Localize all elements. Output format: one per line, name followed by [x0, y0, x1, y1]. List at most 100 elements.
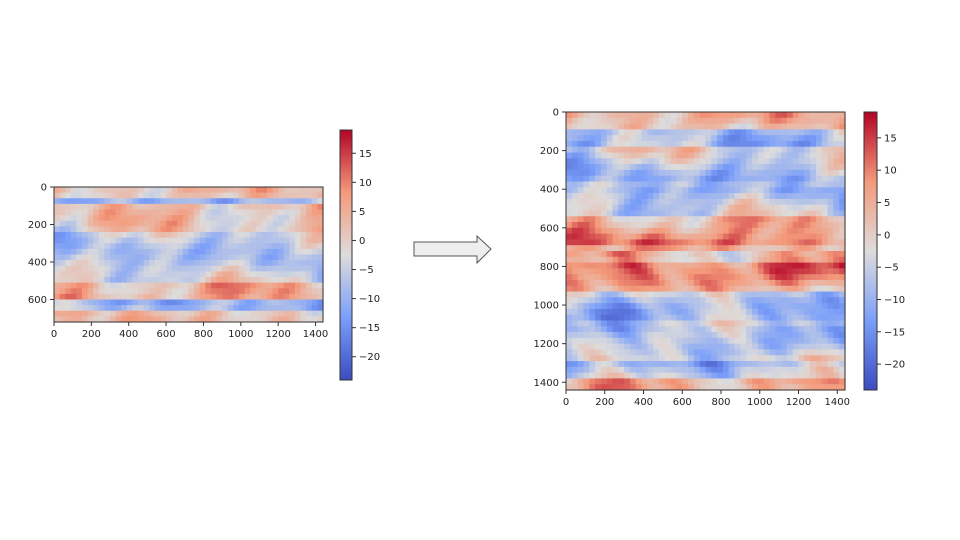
heatmap-cell	[70, 187, 78, 194]
heatmap-cell	[769, 210, 776, 217]
heatmap-cell	[728, 314, 736, 322]
heatmap-cell	[769, 274, 776, 281]
heatmap-cell	[705, 135, 712, 142]
heatmap-cell	[653, 303, 660, 310]
heatmap-cell	[647, 285, 654, 293]
heatmap-cell	[143, 265, 150, 272]
heatmap-cell	[839, 198, 846, 206]
heatmap-cell	[87, 293, 94, 301]
heatmap-cell	[757, 285, 765, 293]
heatmap-cell	[839, 117, 846, 125]
heatmap-cell	[839, 297, 846, 304]
heatmap-cell	[833, 117, 840, 125]
heatmap-cell	[205, 293, 212, 301]
heatmap-cell	[577, 355, 585, 362]
heatmap-cell	[272, 288, 279, 295]
heatmap-cell	[110, 209, 117, 216]
heatmap-cell	[566, 193, 573, 200]
heatmap-cell	[154, 271, 162, 278]
colorbar-tick-label: −5	[884, 263, 899, 274]
heatmap-cell	[250, 265, 257, 272]
heatmap-cell	[722, 256, 730, 264]
heatmap-cell	[171, 299, 178, 306]
heatmap-cell	[804, 146, 811, 154]
heatmap-cell	[54, 310, 61, 317]
heatmap-cell	[571, 314, 579, 322]
heatmap-cell	[798, 268, 805, 275]
heatmap-cell	[798, 169, 805, 177]
heatmap-cell	[624, 361, 631, 368]
heatmap-cell	[110, 305, 117, 312]
heatmap-cell	[311, 305, 318, 312]
heatmap-cell	[775, 198, 782, 206]
heatmap-cell	[589, 256, 596, 264]
heatmap-cell	[70, 215, 78, 222]
heatmap-cell	[781, 366, 788, 374]
heatmap-cell	[98, 187, 106, 194]
heatmap-cell	[734, 135, 741, 142]
heatmap-cell	[647, 193, 654, 200]
heatmap-cell	[827, 187, 834, 194]
heatmap-cell	[138, 198, 145, 205]
heatmap-cell	[82, 299, 89, 306]
heatmap-cell	[566, 239, 573, 246]
heatmap-cell	[571, 210, 579, 217]
heatmap-cell	[138, 254, 145, 261]
heatmap-cell	[177, 260, 184, 267]
heatmap-cell	[821, 256, 829, 264]
heatmap-cell	[763, 349, 771, 356]
heatmap-cell	[717, 372, 724, 380]
heatmap-cell	[154, 226, 162, 233]
heatmap-cell	[676, 175, 683, 183]
heatmap-cell	[618, 129, 625, 136]
heatmap-cell	[289, 243, 296, 250]
heatmap-cell	[810, 164, 817, 171]
heatmap-cell	[132, 288, 139, 295]
heatmap-cell	[577, 135, 585, 142]
heatmap-cell	[705, 245, 712, 252]
heatmap-cell	[210, 203, 218, 211]
heatmap-cell	[104, 226, 111, 233]
heatmap-cell	[59, 305, 66, 312]
heatmap-cell	[659, 129, 666, 136]
heatmap-cell	[577, 251, 585, 258]
heatmap-cell	[728, 146, 736, 154]
heatmap-cell	[682, 233, 689, 241]
heatmap-cell	[289, 198, 296, 205]
heatmap-cell	[138, 282, 145, 289]
heatmap-cell	[227, 232, 234, 239]
heatmap-cell	[775, 361, 782, 368]
heatmap-cell	[641, 245, 648, 252]
heatmap-cell	[317, 271, 324, 278]
heatmap-cell	[624, 233, 631, 241]
heatmap-cell	[566, 384, 573, 391]
heatmap-cell	[143, 277, 150, 284]
heatmap-cell	[839, 314, 846, 322]
heatmap-cell	[821, 135, 829, 142]
heatmap-cell	[93, 288, 100, 295]
heatmap-cell	[757, 112, 765, 119]
heatmap-cell	[624, 146, 631, 154]
heatmap-cell	[583, 233, 590, 241]
heatmap-cell	[283, 220, 290, 227]
heatmap-cell	[76, 282, 83, 289]
heatmap-cell	[693, 239, 701, 246]
y-tick-label: 1400	[534, 378, 559, 389]
heatmap-cell	[705, 251, 712, 258]
heatmap-cell	[705, 164, 712, 171]
heatmap-cell	[283, 232, 290, 239]
heatmap-cell	[734, 187, 741, 194]
heatmap-cell	[792, 332, 800, 339]
heatmap-cell	[210, 220, 218, 227]
heatmap-cell	[238, 254, 246, 261]
heatmap-cell	[76, 203, 83, 211]
heatmap-cell	[717, 204, 724, 212]
heatmap-cell	[815, 256, 823, 264]
heatmap-cell	[682, 181, 689, 188]
heatmap-cell	[810, 320, 817, 327]
heatmap-cell	[199, 310, 206, 317]
heatmap-cell	[583, 384, 590, 391]
heatmap-cell	[688, 268, 695, 275]
heatmap-cell	[693, 222, 701, 229]
heatmap-cell	[600, 135, 608, 142]
